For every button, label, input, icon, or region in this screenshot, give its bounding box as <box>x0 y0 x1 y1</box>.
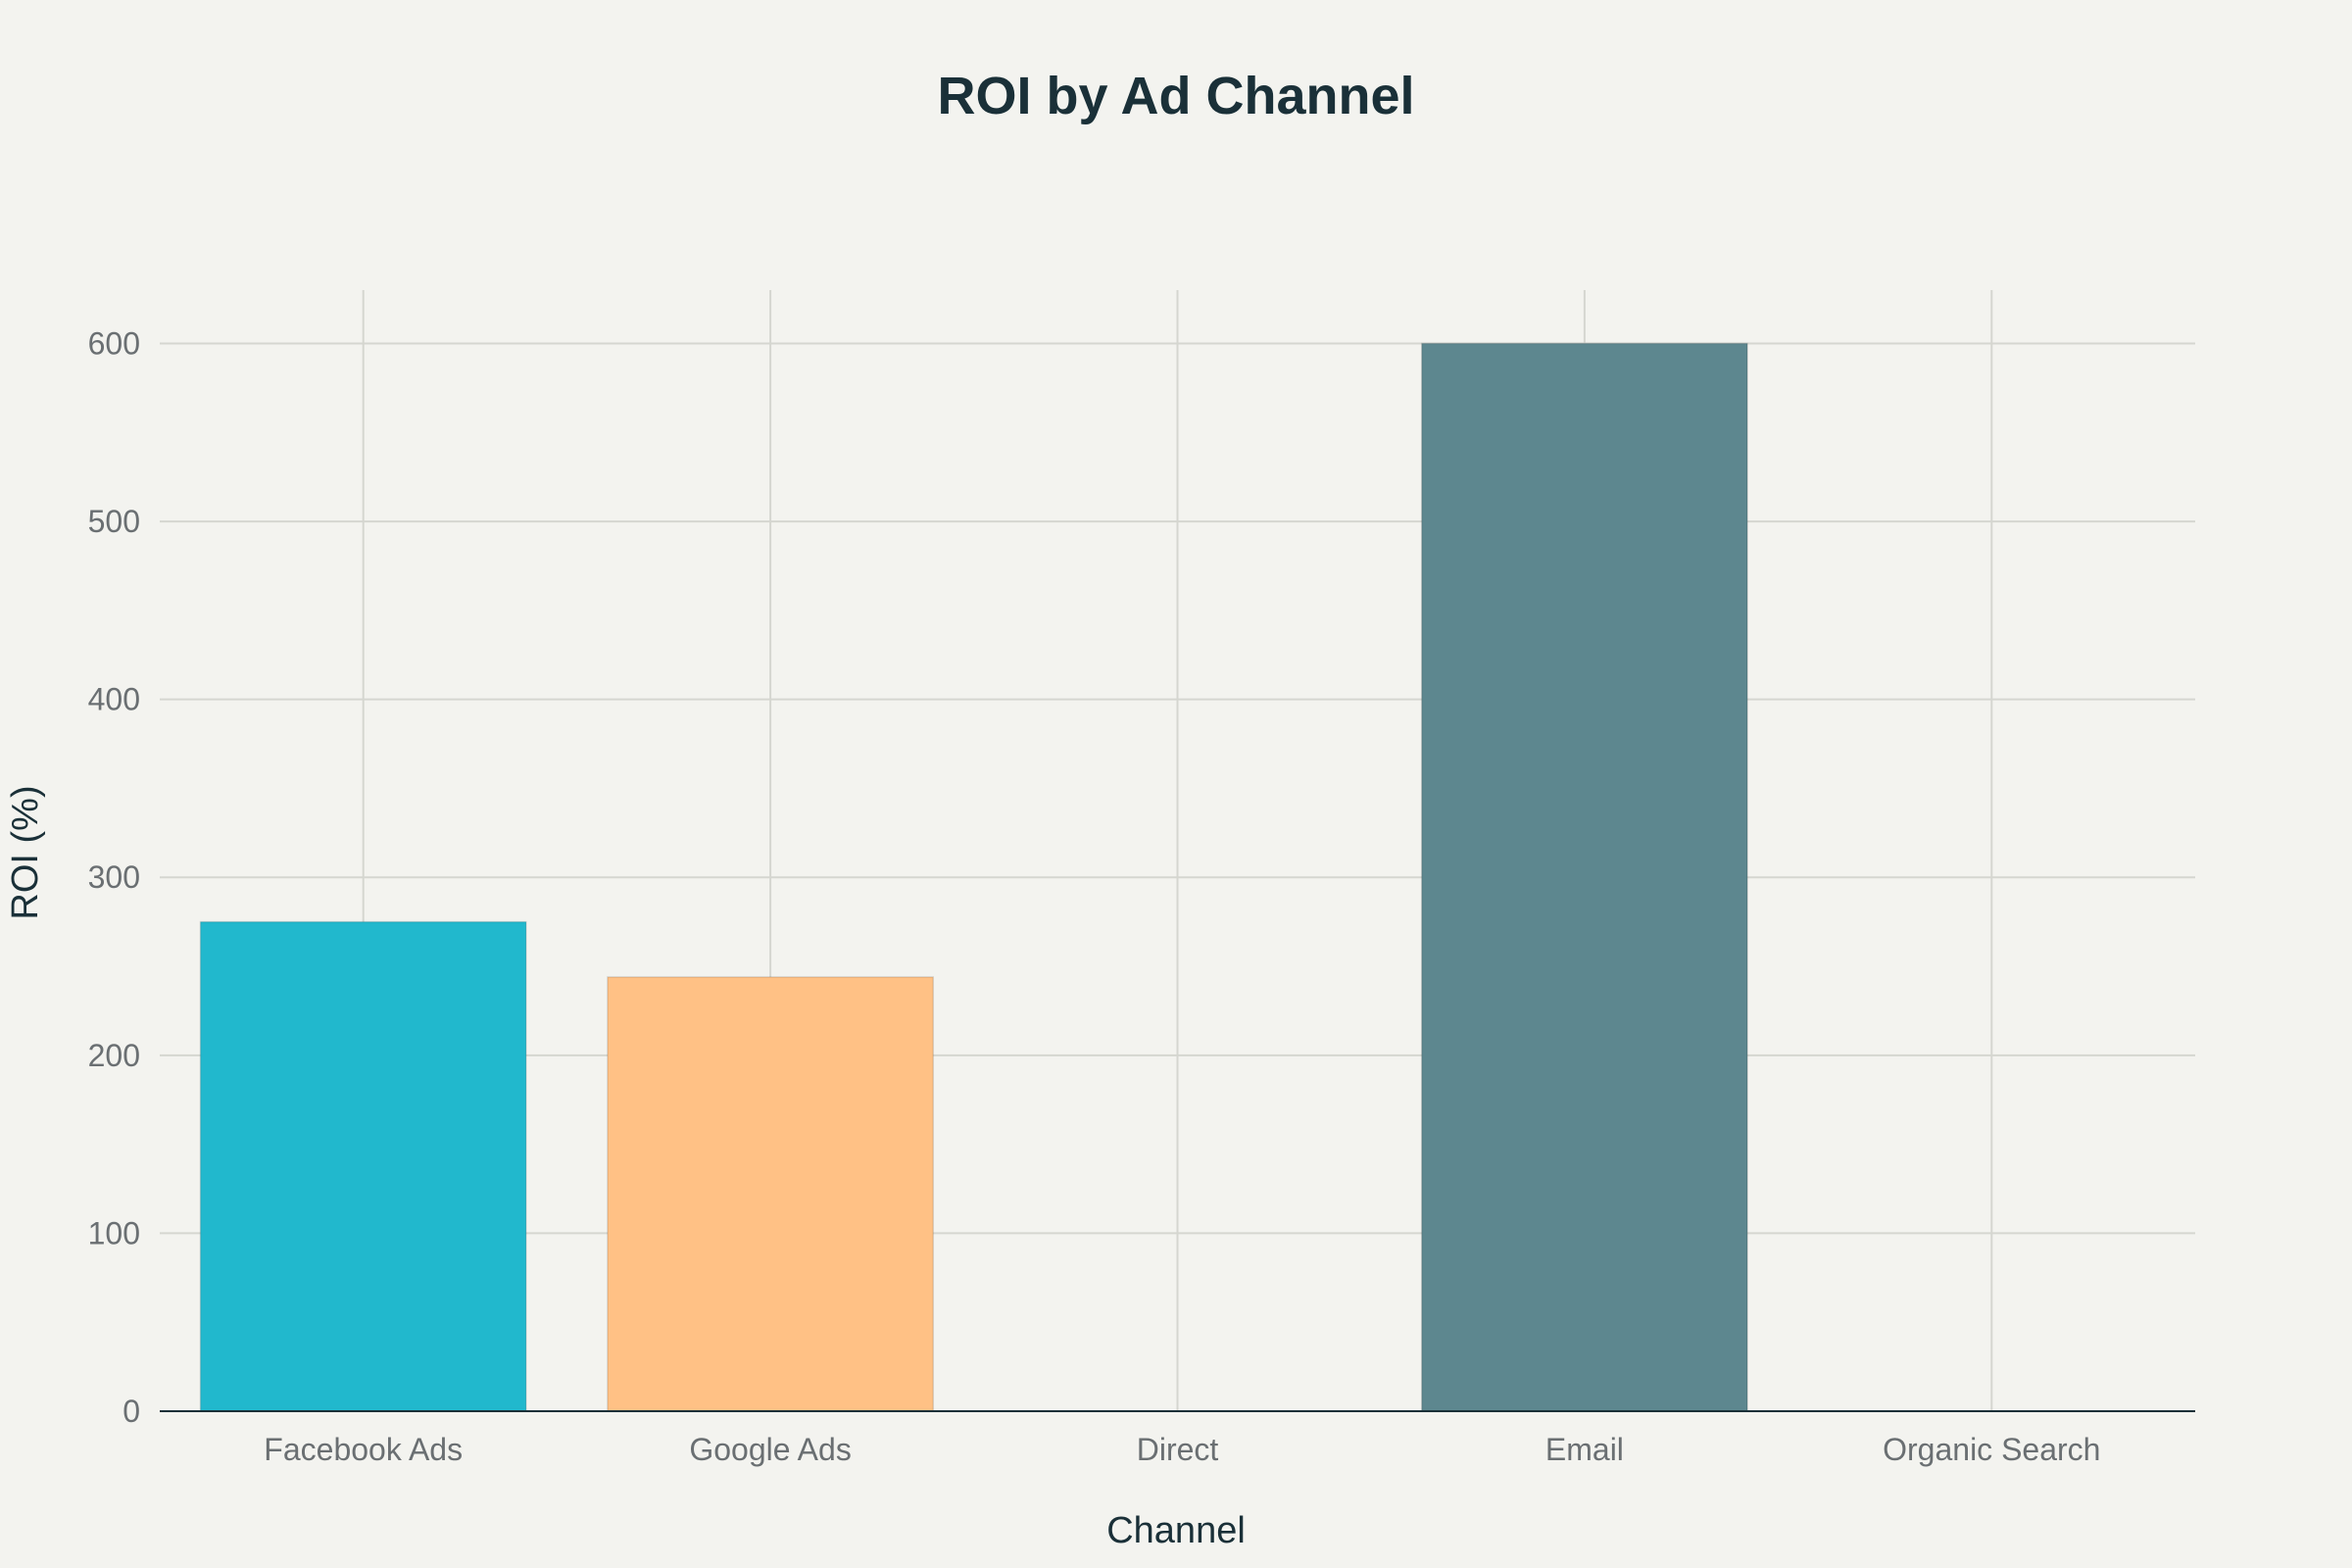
x-tick-label: Email <box>1545 1432 1624 1467</box>
x-tick-label: Google Ads <box>689 1432 851 1467</box>
y-tick-label: 300 <box>88 859 140 895</box>
y-axis-title: ROI (%) <box>5 785 46 919</box>
x-tick-label: Direct <box>1137 1432 1219 1467</box>
x-tick-labels: Facebook Ads Google Ads Direct Email Organic… <box>264 1432 2100 1467</box>
y-tick-label: 100 <box>88 1215 140 1250</box>
y-tick-labels: 0 100 200 300 400 500 600 <box>88 325 140 1429</box>
y-tick-label: 500 <box>88 504 140 539</box>
y-tick-label: 0 <box>122 1394 140 1429</box>
bar-email[interactable] <box>1420 342 1748 1412</box>
bar-facebook-ads[interactable] <box>199 920 527 1412</box>
bar-google-ads[interactable] <box>607 976 935 1412</box>
bars-layer <box>199 342 1748 1412</box>
y-tick-label: 600 <box>88 325 140 361</box>
y-tick-label: 200 <box>88 1038 140 1073</box>
y-tick-label: 400 <box>88 682 140 717</box>
x-axis-title: Channel <box>1106 1510 1246 1551</box>
x-tick-label: Facebook Ads <box>264 1432 463 1467</box>
chart-title: ROI by Ad Channel <box>937 67 1414 125</box>
x-tick-label: Organic Search <box>1883 1432 2100 1467</box>
